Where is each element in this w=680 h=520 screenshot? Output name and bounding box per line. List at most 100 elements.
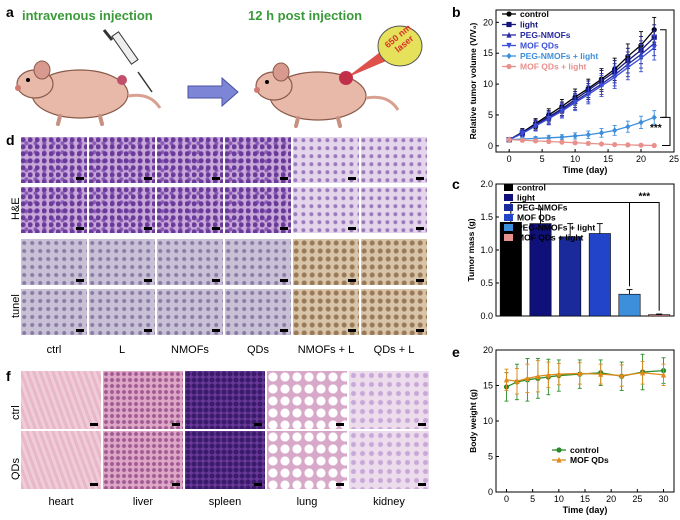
data-point <box>556 447 562 453</box>
significance-bracket <box>629 201 660 311</box>
significance-bracket <box>662 116 671 147</box>
y-tick-label: 0.5 <box>480 278 493 288</box>
data-point <box>503 376 510 383</box>
x-tick-label: 0 <box>504 494 509 504</box>
data-point <box>524 375 531 381</box>
series-line <box>508 47 655 141</box>
y-tick-label: 1.5 <box>480 212 493 222</box>
plot-frame <box>495 9 675 153</box>
histology-image-d <box>360 186 428 234</box>
histology-image-d <box>292 288 360 336</box>
x-tick-label: 15 <box>603 154 613 164</box>
column-caption-f: spleen <box>208 496 242 508</box>
histology-image-f <box>266 370 348 430</box>
scale-bar <box>172 483 180 486</box>
series-line <box>509 139 655 147</box>
step2-text: 12 h post injection <box>248 8 363 23</box>
histology-image-d <box>156 288 224 336</box>
y-tick-label: 0.0 <box>480 311 493 321</box>
scale-bar <box>416 279 424 282</box>
histology-image-d <box>360 288 428 336</box>
column-caption-f: heart <box>48 496 74 508</box>
scale-bar <box>280 177 288 180</box>
data-point <box>572 140 578 146</box>
scale-bar <box>144 329 152 332</box>
significance-bracket <box>660 29 667 118</box>
legend-label: PEG-NMOFs <box>517 203 568 213</box>
data-point <box>625 64 631 71</box>
panel-label-c: c <box>452 176 460 192</box>
histology-image-d <box>292 186 360 234</box>
data-point <box>638 142 644 148</box>
legend-label: MOF QDs <box>570 455 609 465</box>
scale-bar <box>90 423 98 426</box>
tumor-mass-chart: 0.0 0.5 1.0 1.5 2.0 Tumor mass (g) *** controll… <box>466 179 675 321</box>
column-caption-d: QDs + L <box>373 344 415 356</box>
scale-bar <box>348 279 356 282</box>
scale-bar <box>212 227 220 230</box>
data-point <box>639 369 646 376</box>
bar <box>648 314 671 317</box>
legend-label: MOF QDs <box>520 41 559 51</box>
y-tick-label: 0 <box>488 141 493 151</box>
scale-bar <box>212 279 220 282</box>
bar <box>618 293 641 317</box>
data-point <box>625 142 631 148</box>
scale-bar <box>416 329 424 332</box>
scale-bar <box>76 227 84 230</box>
scale-bar <box>212 329 220 332</box>
data-point <box>535 373 541 379</box>
legend-swatch <box>504 224 513 231</box>
legend-swatch <box>504 234 513 241</box>
data-point <box>559 139 565 145</box>
histology-image-d <box>20 136 88 184</box>
scale-bar <box>280 279 288 282</box>
column-caption-f: liver <box>132 496 154 508</box>
x-tick-label: 25 <box>669 154 679 164</box>
data-point <box>612 74 618 81</box>
legend-label: PEG-NMOFs <box>520 30 571 40</box>
data-point <box>585 140 591 146</box>
data-point <box>651 45 657 51</box>
bar <box>529 223 552 317</box>
data-point <box>638 55 644 62</box>
x-tick-label: 15 <box>580 494 590 504</box>
histology-image-d <box>156 238 224 286</box>
scale-bar <box>76 279 84 282</box>
panel-label-b: b <box>452 4 461 20</box>
x-tick-label: 5 <box>530 494 535 504</box>
y-axis-label: Body weight (g) <box>468 389 478 453</box>
histology-image-f <box>348 370 430 430</box>
histology-image-f <box>184 370 266 430</box>
histology-image-d <box>88 288 156 336</box>
data-point <box>585 131 591 138</box>
y-tick-label: 0 <box>488 487 493 497</box>
y-axis-label: Tumor mass (g) <box>466 218 476 281</box>
histology-image-d <box>156 186 224 234</box>
data-point <box>651 142 657 149</box>
y-tick-label: 5 <box>488 452 493 462</box>
legend-label: MOF QDs + light <box>517 233 584 243</box>
data-point <box>506 21 512 28</box>
y-tick-label: 15 <box>483 48 493 58</box>
histology-image-d <box>360 238 428 286</box>
injection-schematic <box>15 25 423 128</box>
histology-image-d <box>20 186 88 234</box>
scale-bar <box>418 423 426 426</box>
scale-bar <box>212 177 220 180</box>
y-tick-label: 20 <box>483 17 493 27</box>
scale-bar <box>90 483 98 486</box>
scale-bar <box>144 177 152 180</box>
histology-image-d <box>88 136 156 184</box>
histology-image-d <box>156 136 224 184</box>
process-arrow-icon <box>187 76 239 108</box>
histology-image-d <box>20 288 88 336</box>
column-caption-d: L <box>118 344 126 356</box>
histology-image-d <box>224 288 292 336</box>
scale-bar <box>336 483 344 486</box>
column-caption-d: ctrl <box>46 344 62 356</box>
x-tick-label: 5 <box>540 154 545 164</box>
x-tick-label: 0 <box>507 154 512 164</box>
scale-bar <box>76 177 84 180</box>
